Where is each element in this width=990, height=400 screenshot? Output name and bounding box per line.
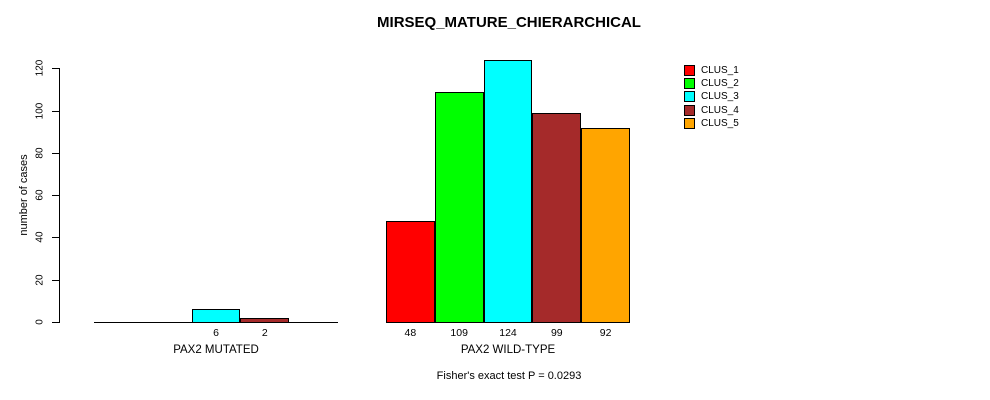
- legend-swatch-clus_4: [684, 104, 695, 116]
- bar-value-label: 48: [404, 327, 417, 339]
- legend: CLUS_1 CLUS_2 CLUS_3 CLUS_4 CLUS_5: [684, 64, 739, 130]
- bar-value-label: 92: [599, 327, 612, 339]
- y-axis-tick: [52, 110, 59, 112]
- y-axis-tick-label: 60: [34, 189, 46, 201]
- bar-value-label: 124: [499, 327, 517, 339]
- y-axis-tick-label: 0: [34, 319, 46, 325]
- bar-value-label: 109: [450, 327, 468, 339]
- bar-value-label: 2: [261, 327, 268, 339]
- y-axis-tick-label: 120: [34, 60, 46, 77]
- legend-row: CLUS_3: [684, 90, 739, 103]
- bar-clus_3-group1: [191, 309, 241, 323]
- group-label: PAX2 WILD-TYPE: [460, 344, 556, 356]
- y-axis-line: [59, 68, 60, 323]
- bar-clus_2-group2: [434, 91, 484, 323]
- bar-clus_3-group2: [483, 60, 533, 323]
- legend-label: CLUS_3: [701, 91, 739, 103]
- legend-row: CLUS_1: [684, 64, 739, 77]
- bar-value-label: 6: [213, 327, 219, 339]
- chart-title: MIRSEQ_MATURE_CHIERARCHICAL: [377, 14, 641, 31]
- y-axis-tick-label: 20: [34, 274, 46, 286]
- legend-label: CLUS_2: [701, 78, 739, 90]
- y-axis-tick: [52, 322, 59, 323]
- legend-label: CLUS_5: [701, 117, 739, 129]
- legend-swatch-clus_1: [684, 65, 695, 77]
- bar-clus_5-group2: [581, 127, 630, 323]
- fisher-test-note: Fisher's exact test P = 0.0293: [436, 370, 582, 382]
- group-label: PAX2 MUTATED: [173, 344, 259, 356]
- bar-clus_4-group1: [240, 317, 290, 323]
- y-axis-tick: [52, 68, 59, 70]
- legend-label: CLUS_4: [701, 104, 739, 116]
- legend-swatch-clus_5: [684, 117, 695, 129]
- legend-row: CLUS_2: [684, 77, 739, 90]
- y-axis-tick-label: 80: [34, 147, 46, 159]
- bar-value-label: 99: [550, 327, 563, 339]
- legend-swatch-clus_2: [684, 78, 695, 90]
- y-axis-tick: [52, 195, 59, 197]
- y-axis-tick: [52, 237, 59, 239]
- y-axis-tick: [52, 152, 59, 154]
- y-axis-label: number of cases: [18, 154, 30, 236]
- y-axis-tick: [52, 279, 59, 281]
- legend-label: CLUS_1: [701, 65, 739, 77]
- y-axis-tick-label: 100: [34, 102, 46, 120]
- legend-row: CLUS_4: [684, 104, 739, 117]
- bar-clus_4-group2: [532, 112, 582, 323]
- y-axis-tick-label: 40: [34, 231, 46, 244]
- bar-clus_1-group2: [386, 220, 435, 323]
- legend-swatch-clus_3: [684, 91, 695, 103]
- legend-row: CLUS_5: [684, 117, 739, 130]
